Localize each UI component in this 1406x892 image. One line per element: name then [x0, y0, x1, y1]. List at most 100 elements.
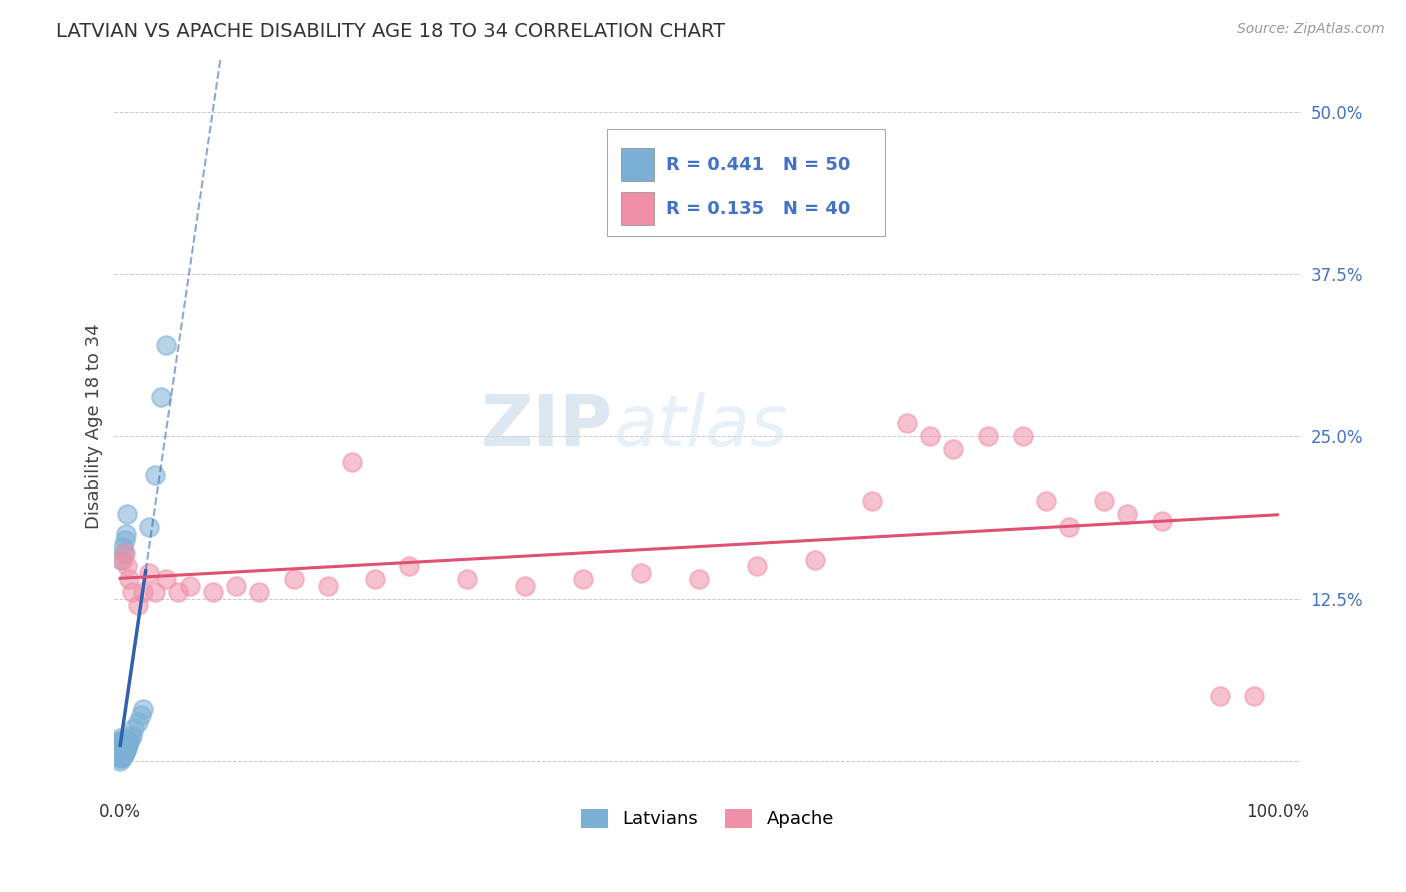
Point	[111, 540, 134, 554]
Point	[112, 739, 135, 753]
Point	[1011, 429, 1033, 443]
Point	[118, 572, 141, 586]
Point	[110, 740, 132, 755]
Point	[149, 390, 172, 404]
Point	[110, 739, 132, 753]
Point	[122, 722, 145, 736]
Point	[112, 743, 135, 757]
Text: Source: ZipAtlas.com: Source: ZipAtlas.com	[1237, 22, 1385, 37]
Point	[108, 748, 131, 763]
Point	[283, 572, 305, 586]
Point	[129, 708, 152, 723]
Point	[114, 746, 136, 760]
Point	[120, 731, 142, 745]
Point	[318, 578, 340, 592]
Point	[121, 585, 143, 599]
Point	[114, 736, 136, 750]
Point	[118, 734, 141, 748]
Point	[115, 559, 138, 574]
Point	[112, 734, 135, 748]
Point	[340, 455, 363, 469]
Point	[110, 734, 132, 748]
Text: LATVIAN VS APACHE DISABILITY AGE 18 TO 34 CORRELATION CHART: LATVIAN VS APACHE DISABILITY AGE 18 TO 3…	[56, 22, 725, 41]
Point	[1057, 520, 1080, 534]
Point	[112, 747, 135, 762]
Point	[364, 572, 387, 586]
Point	[132, 702, 155, 716]
Point	[860, 494, 883, 508]
Point	[155, 572, 177, 586]
Point	[143, 585, 166, 599]
Point	[127, 714, 149, 729]
Point	[247, 585, 270, 599]
Legend: Latvians, Apache: Latvians, Apache	[574, 802, 841, 836]
Point	[456, 572, 478, 586]
Point	[115, 734, 138, 748]
Point	[108, 731, 131, 745]
FancyBboxPatch shape	[621, 148, 654, 181]
Point	[111, 737, 134, 751]
Point	[745, 559, 768, 574]
Y-axis label: Disability Age 18 to 34: Disability Age 18 to 34	[86, 324, 103, 529]
Point	[110, 552, 132, 566]
Point	[111, 740, 134, 755]
Point	[572, 572, 595, 586]
Text: R = 0.441   N = 50: R = 0.441 N = 50	[666, 155, 851, 174]
FancyBboxPatch shape	[621, 192, 654, 225]
Point	[515, 578, 537, 592]
Point	[138, 566, 160, 580]
Point	[201, 585, 224, 599]
Point	[143, 468, 166, 483]
Point	[942, 442, 965, 457]
Point	[115, 743, 138, 757]
Point	[1150, 514, 1173, 528]
Point	[1035, 494, 1057, 508]
Point	[1208, 689, 1230, 703]
Point	[977, 429, 1000, 443]
Point	[114, 546, 136, 560]
Point	[112, 546, 135, 560]
Point	[108, 740, 131, 755]
Point	[111, 552, 134, 566]
Point	[179, 578, 201, 592]
Point	[167, 585, 190, 599]
Point	[108, 746, 131, 760]
Point	[114, 533, 136, 548]
Point	[108, 751, 131, 765]
Point	[111, 733, 134, 747]
Point	[110, 743, 132, 757]
Point	[117, 739, 139, 753]
Point	[138, 520, 160, 534]
Point	[115, 526, 138, 541]
Point	[111, 746, 134, 760]
Text: R = 0.135   N = 40: R = 0.135 N = 40	[666, 200, 851, 218]
Point	[155, 338, 177, 352]
Point	[688, 572, 710, 586]
Point	[115, 507, 138, 521]
Text: atlas: atlas	[613, 392, 787, 461]
Point	[111, 750, 134, 764]
Point	[803, 552, 825, 566]
FancyBboxPatch shape	[606, 129, 886, 235]
Point	[108, 754, 131, 768]
Point	[398, 559, 420, 574]
Point	[115, 739, 138, 753]
Point	[108, 743, 131, 757]
Point	[108, 747, 131, 762]
Point	[108, 739, 131, 753]
Point	[114, 740, 136, 755]
Point	[110, 751, 132, 765]
Point	[132, 585, 155, 599]
Point	[920, 429, 942, 443]
Point	[630, 566, 652, 580]
Point	[108, 734, 131, 748]
Point	[1243, 689, 1265, 703]
Point	[110, 747, 132, 762]
Point	[115, 740, 138, 755]
Point	[225, 578, 247, 592]
Text: ZIP: ZIP	[481, 392, 613, 461]
Point	[121, 728, 143, 742]
Point	[127, 598, 149, 612]
Point	[1116, 507, 1139, 521]
Point	[896, 416, 918, 430]
